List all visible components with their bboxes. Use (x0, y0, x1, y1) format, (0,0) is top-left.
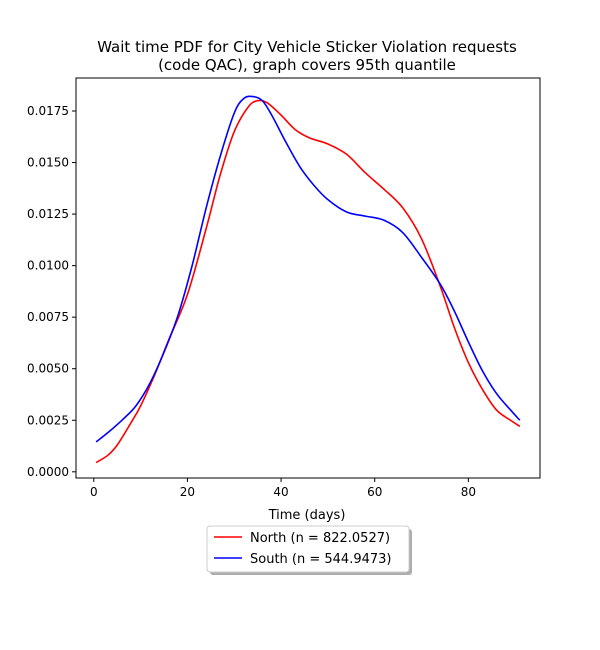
y-tick-label: 0.0175 (27, 104, 69, 118)
y-tick-label: 0.0125 (27, 207, 69, 221)
x-tick-label: 0 (90, 485, 98, 499)
y-tick-label: 0.0075 (27, 310, 69, 324)
series-line-south (95, 95, 521, 443)
plot-area-frame (75, 77, 541, 479)
y-tick-label: 0.0025 (27, 413, 69, 427)
x-tick-label: 80 (461, 485, 476, 499)
legend: North (n = 822.0527) South (n = 544.9473) (206, 525, 412, 575)
y-tick-label: 0.0100 (27, 259, 69, 273)
x-tick-label: 20 (180, 485, 195, 499)
chart-title-line-2: (code QAC), graph covers 95th quantile (158, 56, 456, 74)
y-tick-label: 0.0050 (27, 362, 69, 376)
legend-box (206, 525, 410, 573)
series-line-north (95, 99, 521, 464)
x-tick-label: 60 (367, 485, 382, 499)
legend-entry: North (n = 822.0527) (250, 531, 390, 546)
y-tick-label: 0.0150 (27, 156, 69, 170)
y-tick-label: 0.0000 (27, 465, 69, 479)
x-axis-label: Time (days) (268, 508, 346, 523)
x-tick-label: 40 (273, 485, 288, 499)
legend-entry: South (n = 544.9473) (250, 552, 391, 567)
chart-title-line-1: Wait time PDF for City Vehicle Sticker V… (97, 38, 517, 56)
